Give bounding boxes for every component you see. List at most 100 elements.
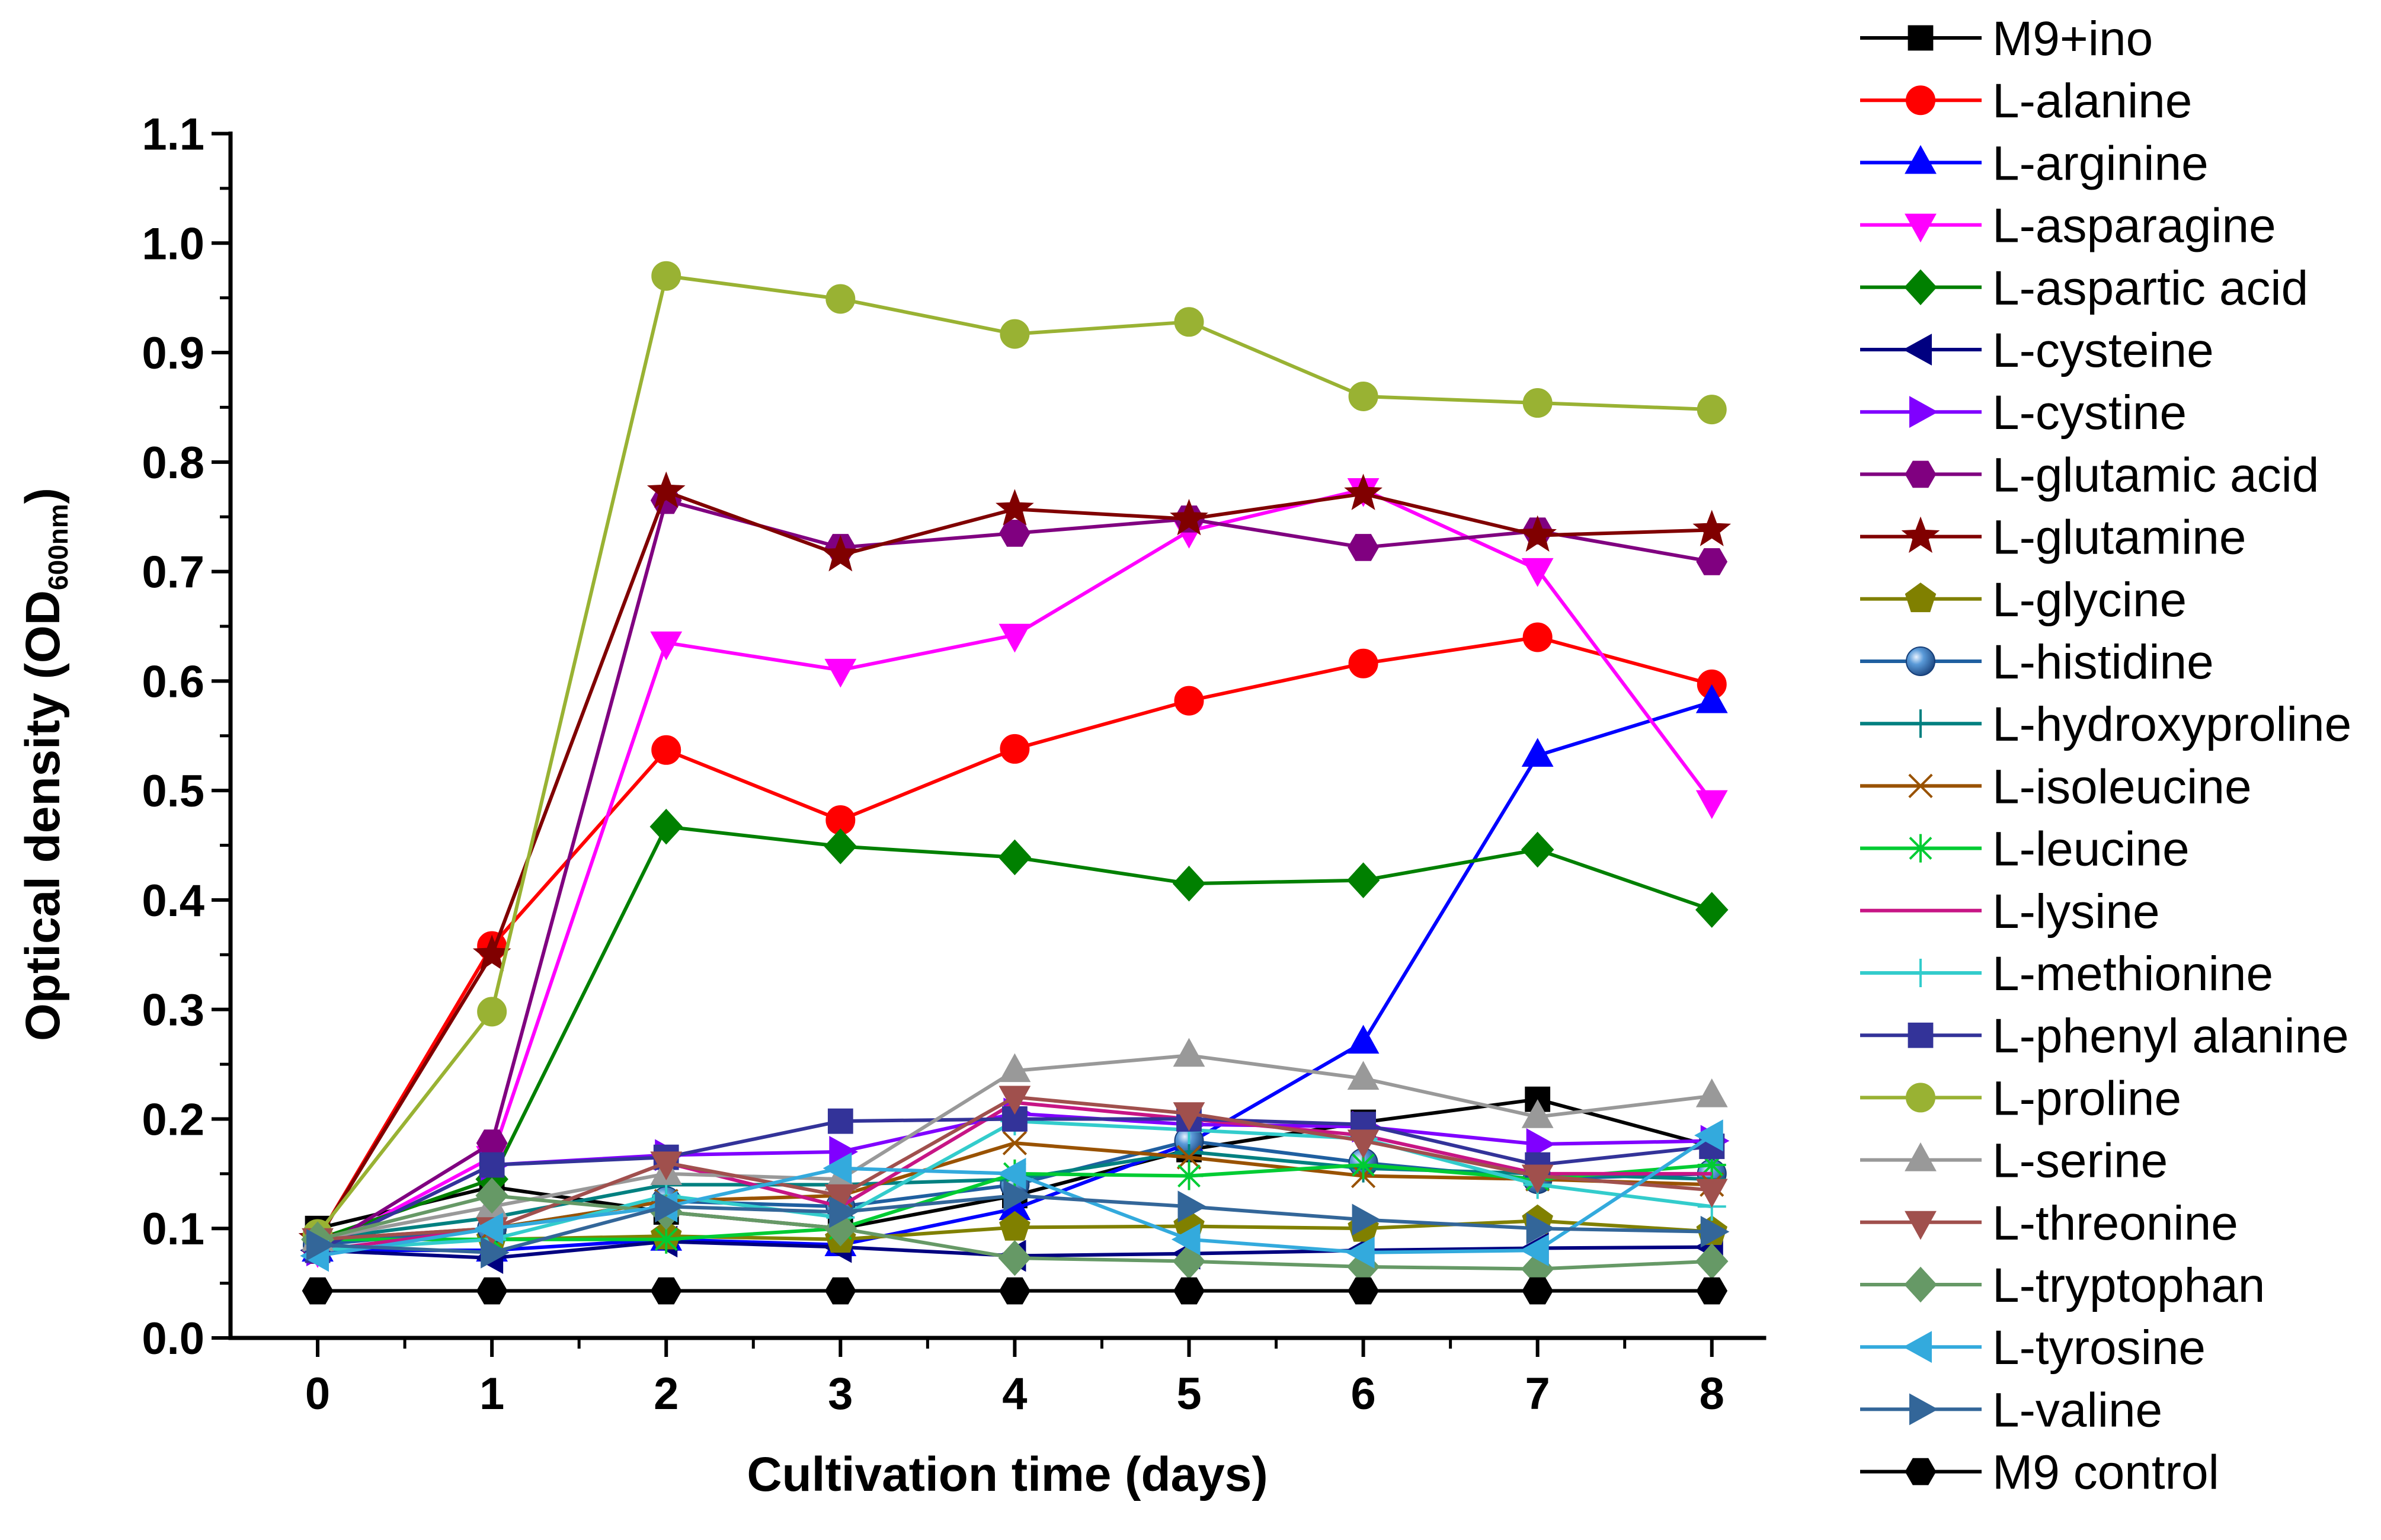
- x-tick-label: 4: [1002, 1369, 1027, 1419]
- data-point: [823, 1152, 852, 1184]
- series-l-glutamine: [298, 471, 1732, 1256]
- series-l-valine: [306, 1179, 1730, 1269]
- legend-marker: [1909, 396, 1938, 428]
- legend-label: L-glycine: [1992, 573, 2187, 627]
- legend-item-l-proline: L-proline: [1860, 1071, 2181, 1125]
- legend-item-l-glutamic-acid: L-glutamic acid: [1860, 448, 2319, 502]
- y-tick-label: 0.0: [142, 1314, 204, 1364]
- legend-marker: [1906, 709, 1935, 738]
- legend-item-l-serine: L-serine: [1860, 1134, 2168, 1188]
- data-point: [1170, 498, 1208, 536]
- data-point: [821, 534, 860, 572]
- legend-marker: [1904, 269, 1937, 306]
- data-point: [1518, 515, 1557, 552]
- y-axis-title-main: Optical density (OD: [16, 590, 70, 1041]
- legend-marker: [1905, 213, 1937, 243]
- y-tick-label: 0.7: [142, 548, 204, 598]
- legend-label: L-hydroxyproline: [1992, 697, 2351, 751]
- data-point: [647, 471, 686, 508]
- legend-marker: [1905, 582, 1937, 613]
- legend-item-l-histidine: L-histidine: [1860, 635, 2214, 689]
- legend-marker: [1908, 1022, 1934, 1048]
- data-point: [824, 828, 857, 865]
- legend-item-l-methionine: L-methionine: [1860, 947, 2273, 1001]
- legend-label: L-proline: [1992, 1071, 2181, 1125]
- data-point-stroke: [654, 1228, 678, 1251]
- data-point: [1695, 1078, 1728, 1107]
- data-point: [1002, 1131, 1028, 1155]
- data-point: [1171, 1223, 1201, 1256]
- data-point: [1347, 1061, 1380, 1090]
- y-tick-label: 0.1: [142, 1204, 204, 1254]
- y-tick-label: 0.2: [142, 1094, 204, 1145]
- legend-item-m9-ino: M9+ino: [1860, 12, 2153, 66]
- data-point: [996, 489, 1034, 526]
- data-point: [1522, 388, 1553, 418]
- legend-item-l-cysteine: L-cysteine: [1860, 324, 2214, 377]
- legend-item-l-hydroxyproline: L-hydroxyproline: [1860, 697, 2351, 751]
- legend-marker: [1906, 646, 1935, 676]
- series-l-proline: [303, 261, 1727, 1249]
- legend-label: L-aspartic acid: [1992, 261, 2308, 315]
- data-point: [1695, 790, 1728, 819]
- legend-marker: [1904, 1266, 1937, 1303]
- y-axis-title-suffix: ): [16, 488, 70, 504]
- data-point-stroke: [1177, 1164, 1201, 1187]
- data-point: [1173, 1277, 1205, 1305]
- data-point: [1346, 862, 1380, 898]
- data-point: [1347, 1024, 1380, 1054]
- legend-label: L-histidine: [1992, 635, 2214, 689]
- legend-item-l-valine: L-valine: [1860, 1383, 2162, 1437]
- data-point: [1000, 319, 1030, 349]
- data-point: [651, 261, 681, 291]
- data-point: [999, 1086, 1031, 1115]
- legend-item-l-threonine: L-threonine: [1860, 1196, 2238, 1250]
- data-point: [1177, 1190, 1207, 1223]
- legend-marker: [1903, 1331, 1932, 1363]
- data-point: [477, 997, 507, 1027]
- data-point: [1521, 831, 1554, 868]
- data-point: [1175, 1161, 1204, 1190]
- x-tick-label: 6: [1350, 1369, 1375, 1419]
- y-tick-label: 0.8: [142, 438, 204, 488]
- data-point: [479, 1152, 505, 1178]
- data-point: [1173, 1038, 1205, 1067]
- data-point: [306, 1229, 335, 1261]
- legend-item-l-alanine: L-alanine: [1860, 74, 2192, 128]
- legend-label: M9+ino: [1992, 12, 2153, 66]
- data-point: [1696, 548, 1728, 575]
- data-point: [1526, 1212, 1556, 1245]
- legend-item-l-isoleucine: L-isoleucine: [1860, 760, 2252, 814]
- data-point: [302, 1277, 334, 1305]
- legend-item-l-cystine: L-cystine: [1860, 386, 2187, 440]
- data-point-stroke: [1002, 1131, 1028, 1155]
- legend-marker: [1903, 334, 1932, 366]
- data-point: [1344, 473, 1382, 510]
- data-point: [1526, 1128, 1556, 1160]
- data-point: [649, 808, 683, 845]
- data-point: [1520, 1234, 1549, 1267]
- data-point: [481, 1236, 510, 1269]
- data-point: [1700, 1215, 1730, 1248]
- axes: 0 1 2 3 4 5 6 7 8 0.0 0.1 0.2 0.3 0.4 0.5 0.6 0.7 0.8 0.9 1…: [142, 110, 1766, 1419]
- data-point: [1522, 1277, 1554, 1305]
- data-point: [1521, 558, 1554, 587]
- data-point: [1521, 1164, 1554, 1194]
- legend-marker-stroke: [1908, 773, 1933, 799]
- data-point: [1352, 1203, 1381, 1236]
- data-point: [1696, 1277, 1728, 1305]
- legend-marker: [1905, 1458, 1937, 1485]
- legend-label: M9 control: [1992, 1446, 2219, 1500]
- data-point: [825, 284, 856, 314]
- data-point: [999, 623, 1031, 653]
- legend-label: L-isoleucine: [1992, 760, 2252, 814]
- plot-series: [298, 261, 1732, 1305]
- data-point: [999, 1211, 1031, 1241]
- legend-item-l-asparagine: L-asparagine: [1860, 199, 2276, 253]
- legend-label: L-glutamine: [1992, 511, 2246, 565]
- legend-label: L-tyrosine: [1992, 1321, 2206, 1375]
- legend-marker: [1901, 516, 1940, 553]
- legend-item-l-glutamine: L-glutamine: [1860, 511, 2246, 565]
- legend-item-l-arginine: L-arginine: [1860, 136, 2209, 190]
